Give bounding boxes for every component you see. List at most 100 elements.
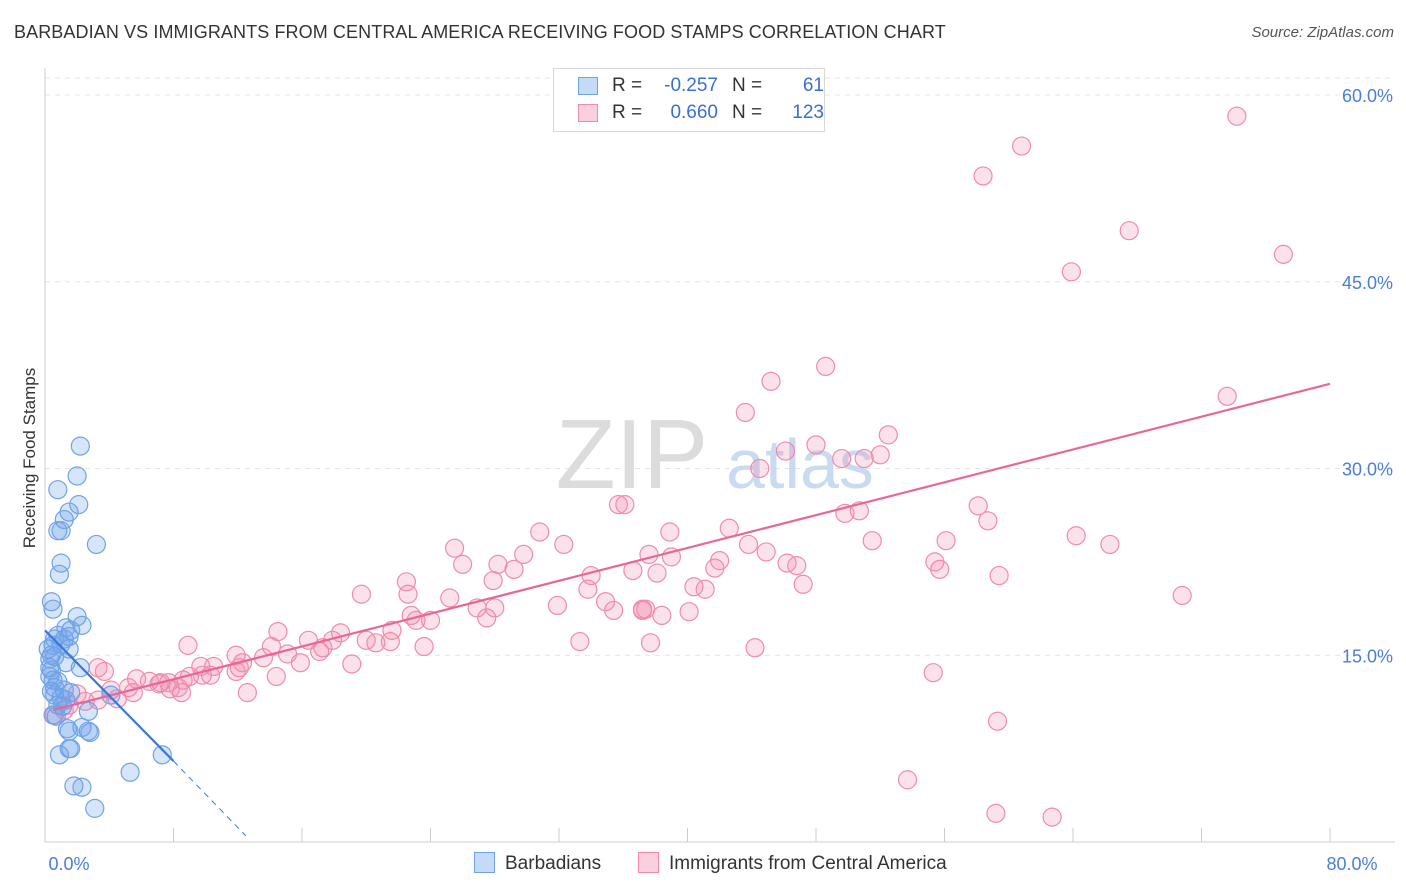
point-immigrants [756,542,776,562]
point-immigrants [923,663,943,683]
point-immigrants [1172,585,1192,606]
y-tick-label: 45.0% [1342,273,1393,293]
point-immigrants [444,538,465,558]
point-immigrants [862,531,882,551]
tick-labels: 15.0% 30.0% 45.0% 60.0% 0.0% 80.0% [48,86,1393,874]
point-immigrants [1273,244,1294,264]
y-tick-label: 60.0% [1342,86,1393,106]
watermark-atlas: atlas [726,425,874,503]
point-immigrants [816,356,836,377]
r-label: R = [612,102,643,123]
point-immigrants [968,496,988,516]
point-barbadians [85,798,105,818]
point-immigrants [514,544,534,565]
point-immigrants [453,554,473,574]
point-barbadians [48,480,68,500]
watermark: ZIP atlas [556,399,874,509]
point-immigrants [832,448,852,469]
point-barbadians [86,534,107,555]
point-immigrants [652,605,672,626]
point-barbadians [43,599,63,619]
point-barbadians [49,564,70,584]
point-immigrants [735,402,755,423]
x-tick-label: 0.0% [48,854,89,874]
point-immigrants [793,574,813,594]
source-label: Source: ZipAtlas.com [1251,24,1394,41]
point-barbadians [49,745,70,765]
point-immigrants [1119,221,1139,241]
point-immigrants [608,495,629,515]
point-immigrants [237,682,257,703]
point-immigrants [266,666,286,687]
x-tick-label: 80.0% [1326,854,1377,874]
point-immigrants [485,598,505,618]
point-immigrants [684,577,704,597]
point-immigrants [351,584,372,604]
point-barbadians [69,495,89,515]
point-immigrants [738,534,759,555]
point-immigrants [1227,106,1247,126]
point-immigrants [414,636,434,657]
legend-swatch-barbadians [474,852,495,873]
point-immigrants [806,435,826,455]
point-barbadians [59,721,79,741]
point-immigrants [615,495,635,515]
r-value: 0.660 [670,102,718,123]
point-immigrants [530,522,550,542]
point-barbadians [54,509,74,530]
point-barbadians [43,705,63,725]
n-label: N = [732,75,763,96]
point-immigrants [870,445,890,465]
legend-label: Immigrants from Central America [669,853,947,874]
point-barbadians [46,706,66,726]
point-barbadians [72,777,92,797]
point-immigrants [695,579,715,599]
y-tick-label: 15.0% [1342,646,1393,666]
point-barbadians [78,701,98,721]
n-label: N = [732,102,763,123]
point-immigrants [660,522,680,542]
point-immigrants [366,633,386,653]
point-immigrants [640,633,661,653]
chart-title: BARBADIAN VS IMMIGRANTS FROM CENTRAL AME… [14,22,946,42]
point-barbadians [120,762,140,782]
legend-swatch-immigrants [638,852,659,873]
point-immigrants [477,608,497,628]
point-immigrants [1100,534,1120,555]
point-immigrants [632,600,653,621]
point-barbadians [70,436,90,456]
stats-box: R = -0.257 N = 61 R = 0.660 N = 123 [553,68,825,132]
point-immigrants [168,678,188,698]
point-immigrants [398,584,418,604]
point-barbadians [41,592,62,612]
legend-item-immigrants[interactable]: Immigrants from Central America [638,852,947,875]
point-immigrants [639,544,659,565]
point-immigrants [401,605,421,626]
point-barbadians [80,722,100,743]
point-immigrants [775,441,796,461]
point-immigrants [488,554,508,574]
point-immigrants [745,638,765,658]
point-immigrants [261,636,282,657]
axes [44,68,1395,843]
point-immigrants [978,511,998,531]
point-immigrants [1061,262,1081,282]
data-points [38,106,1294,827]
point-barbadians [45,678,65,698]
trend-line-immigrants [52,382,1331,712]
point-barbadians [78,721,98,741]
point-immigrants [936,531,956,551]
point-immigrants [761,371,781,391]
point-barbadians [59,739,79,759]
trend-lines [44,382,1331,837]
point-immigrants [178,635,198,655]
legend-item-barbadians[interactable]: Barbadians [474,852,601,875]
point-immigrants [310,641,330,662]
point-immigrants [1066,526,1086,546]
point-immigrants [1042,807,1062,827]
point-immigrants [750,458,770,479]
point-immigrants [578,579,598,599]
point-immigrants [483,570,503,591]
point-immigrants [547,595,567,616]
